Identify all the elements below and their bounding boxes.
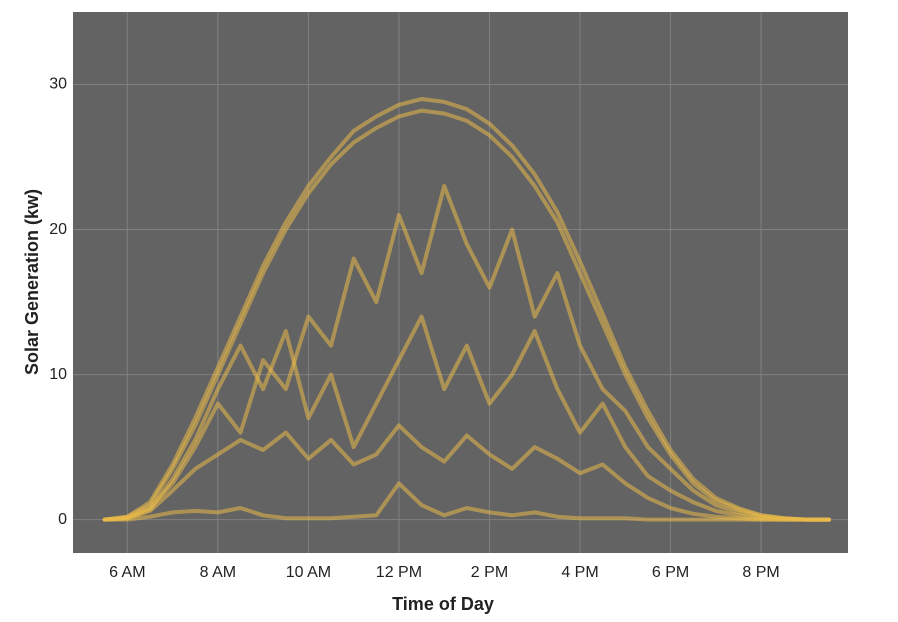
- y-tick-label: 20: [49, 221, 67, 238]
- y-tick-label: 30: [49, 76, 67, 93]
- x-tick-label: 4 PM: [561, 564, 598, 581]
- y-axis-title: Solar Generation (kw): [22, 189, 42, 375]
- series-line: [102, 184, 831, 522]
- series-line: [102, 108, 831, 522]
- x-tick-label: 10 AM: [286, 564, 331, 581]
- series-line: [102, 423, 831, 522]
- x-tick-label: 2 PM: [471, 564, 508, 581]
- x-tick-label: 6 AM: [109, 564, 145, 581]
- x-axis-title: Time of Day: [392, 594, 494, 614]
- x-tick-label: 6 PM: [652, 564, 689, 581]
- series-line: [102, 314, 831, 522]
- y-tick-label: 10: [49, 366, 67, 383]
- series-line: [102, 97, 831, 522]
- x-tick-label: 12 PM: [376, 564, 422, 581]
- x-tick-label: 8 AM: [200, 564, 236, 581]
- series-line: [102, 481, 831, 522]
- x-tick-label: 8 PM: [742, 564, 779, 581]
- y-tick-label: 0: [58, 511, 67, 528]
